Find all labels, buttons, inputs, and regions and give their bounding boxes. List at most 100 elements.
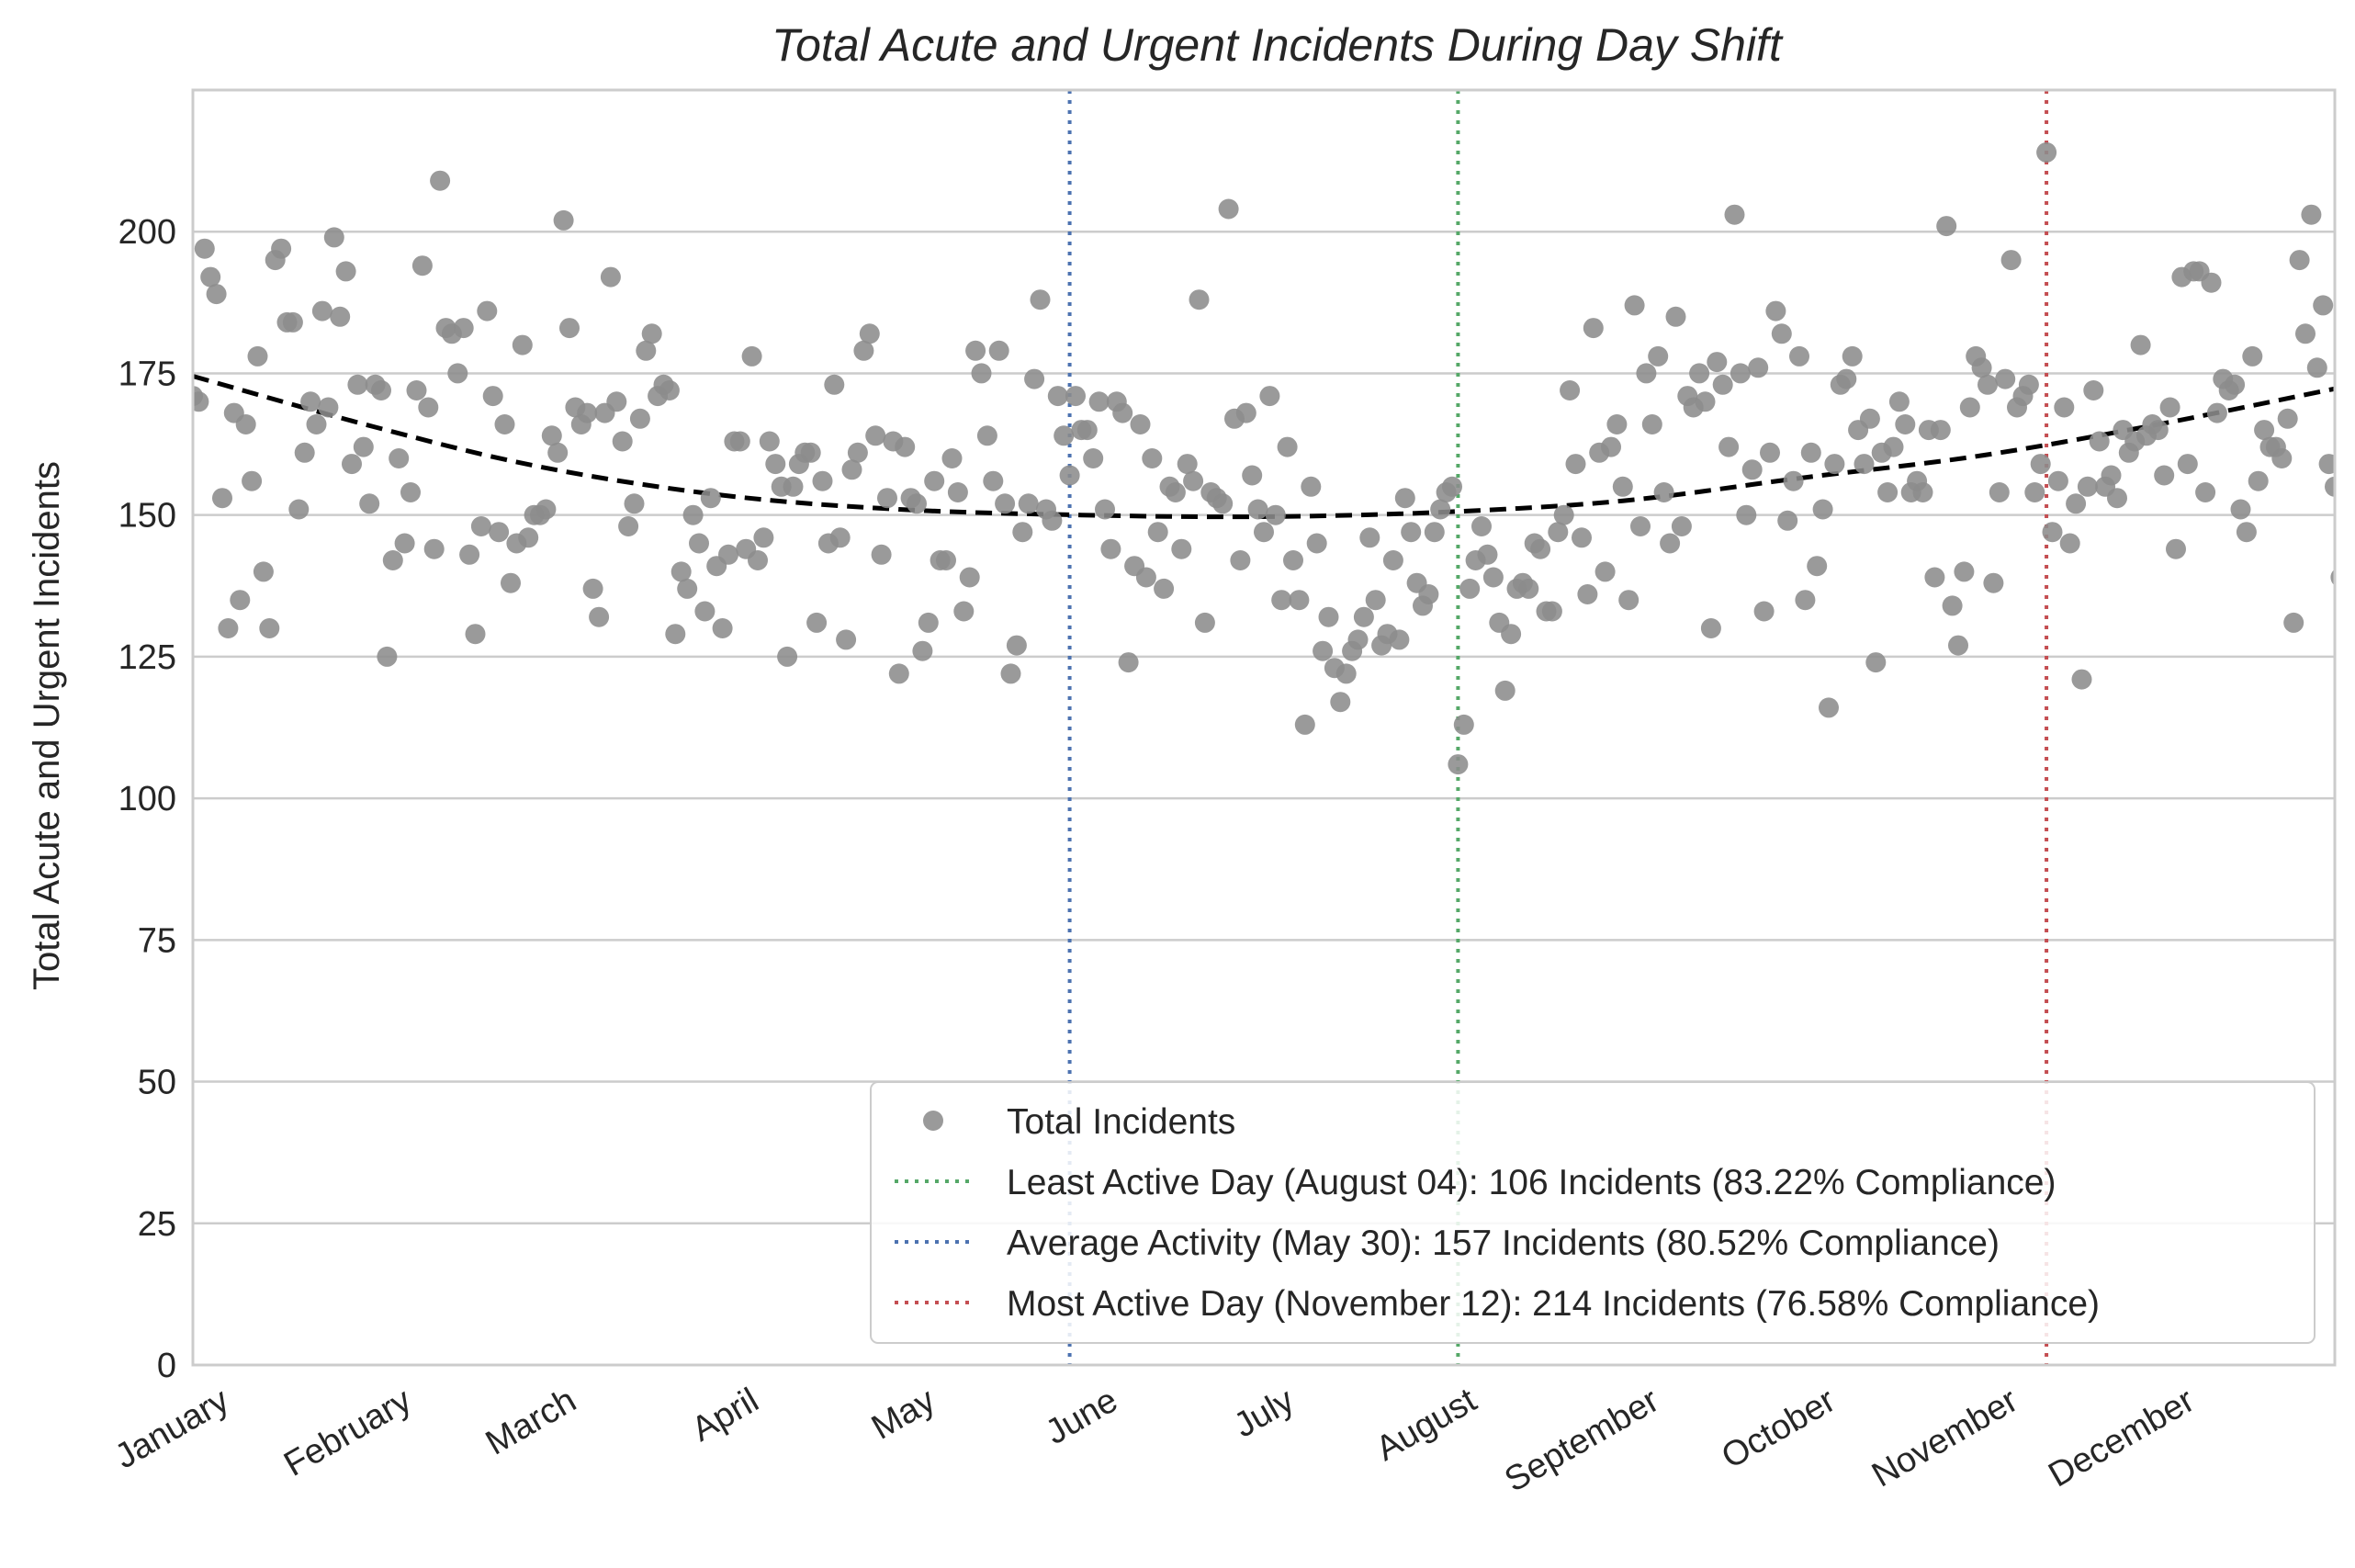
scatter-point	[1565, 454, 1586, 475]
scatter-point	[1118, 652, 1139, 673]
scatter-point	[712, 618, 733, 638]
scatter-point	[282, 311, 303, 333]
scatter-point	[359, 493, 380, 514]
scatter-point	[677, 578, 698, 599]
scatter-point	[535, 499, 557, 520]
scatter-point	[865, 425, 886, 446]
scatter-point	[918, 612, 939, 633]
scatter-point	[1641, 414, 1662, 434]
x-tick-label: July	[1228, 1381, 1301, 1445]
scatter-point	[847, 442, 868, 463]
scatter-point	[253, 561, 274, 582]
scatter-point	[1135, 567, 1156, 588]
scatter-point	[2254, 420, 2275, 441]
scatter-point	[489, 522, 510, 543]
scatter-point	[636, 340, 657, 361]
scatter-point	[836, 629, 857, 650]
scatter-point	[753, 527, 774, 548]
scatter-point	[230, 590, 251, 611]
scatter-point	[1024, 368, 1045, 389]
scatter-point	[2236, 522, 2257, 543]
scatter-point	[311, 300, 332, 321]
scatter-point	[694, 601, 716, 622]
scatter-point	[1630, 516, 1651, 536]
scatter-point	[1883, 436, 1904, 457]
scatter-point	[470, 516, 491, 536]
scatter-point	[2018, 374, 2039, 395]
scatter-point	[1930, 420, 1951, 441]
scatter-point	[1242, 465, 1263, 486]
scatter-point	[1054, 425, 1075, 446]
scatter-point	[206, 284, 227, 305]
scatter-point	[1313, 640, 1334, 661]
scatter-point	[859, 323, 880, 344]
scatter-point	[1030, 289, 1051, 310]
scatter-point	[1442, 476, 1462, 497]
scatter-point	[1912, 482, 1933, 502]
scatter-point	[2107, 488, 2127, 509]
scatter-point	[2047, 470, 2068, 491]
scatter-point	[606, 391, 627, 412]
scatter-point	[2036, 141, 2057, 163]
scatter-point	[559, 318, 580, 339]
scatter-point	[1718, 436, 1740, 457]
scatter-point	[2000, 250, 2022, 271]
scatter-point	[2054, 397, 2075, 418]
scatter-point	[1807, 556, 1828, 577]
scatter-point	[323, 227, 344, 248]
scatter-point	[1365, 590, 1386, 611]
scatter-point	[2083, 380, 2104, 400]
scatter-point	[1748, 357, 1769, 378]
scatter-point	[895, 436, 916, 457]
scatter-point	[800, 442, 821, 463]
scatter-point	[659, 380, 680, 400]
scatter-point	[2201, 272, 2222, 293]
scatter-point	[907, 493, 927, 514]
scatter-point	[965, 340, 986, 361]
scatter-point	[2195, 482, 2216, 502]
scatter-point	[1518, 578, 1539, 599]
scatter-point	[1760, 442, 1780, 463]
scatter-point	[1042, 510, 1063, 531]
x-tick-label: January	[108, 1381, 235, 1476]
scatter-point	[1301, 476, 1322, 497]
scatter-point	[1606, 414, 1628, 434]
scatter-point	[1548, 522, 1569, 543]
scatter-point	[1812, 499, 1833, 520]
y-tick-labels: 0 25 50 75 100 125 150 175 200	[118, 213, 176, 1385]
scatter-point	[2306, 357, 2327, 378]
legend-label: Most Active Day (November 12): 214 Incid…	[1007, 1284, 2100, 1324]
y-tick-label: 25	[138, 1205, 176, 1244]
legend-label: Average Activity (May 30): 157 Incidents…	[1007, 1224, 2000, 1263]
scatter-point	[400, 482, 421, 502]
scatter-point	[411, 255, 433, 276]
scatter-point	[2225, 374, 2246, 395]
scatter-point	[765, 454, 786, 475]
trend-line	[193, 374, 2335, 520]
scatter-point	[1601, 436, 1621, 457]
scatter-point	[670, 561, 692, 582]
scatter-point	[1648, 345, 1669, 367]
scatter-point	[541, 425, 562, 446]
scatter-point	[1819, 697, 1839, 718]
scatter-point	[1789, 345, 1809, 367]
scatter-point	[1553, 504, 1574, 525]
scatter-point	[1453, 714, 1474, 735]
scatter-point	[877, 488, 897, 509]
scatter-point	[759, 431, 780, 452]
scatter-point	[1888, 391, 1910, 412]
scatter-point	[1724, 204, 1745, 225]
trend-line-layer	[193, 374, 2335, 520]
scatter-point	[389, 448, 410, 468]
scatter-point	[936, 550, 956, 570]
scatter-point	[1854, 454, 1875, 475]
scatter-point	[235, 414, 256, 434]
scatter-point	[582, 578, 603, 599]
scatter-point	[1594, 561, 1616, 582]
scatter-point	[1501, 624, 1522, 645]
scatter-point	[1265, 504, 1286, 525]
chart-title: Total Acute and Urgent Incidents During …	[772, 19, 1784, 71]
scatter-point	[612, 431, 633, 452]
scatter-point	[2024, 482, 2045, 502]
scatter-point	[577, 402, 598, 423]
